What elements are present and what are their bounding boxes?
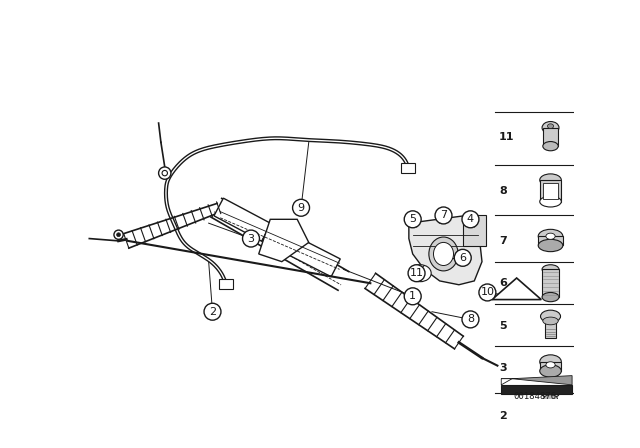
Ellipse shape xyxy=(543,395,557,403)
Text: 1: 1 xyxy=(409,291,416,302)
Circle shape xyxy=(404,288,421,305)
Circle shape xyxy=(462,211,479,228)
Ellipse shape xyxy=(410,265,431,282)
Text: 2: 2 xyxy=(499,411,507,421)
Ellipse shape xyxy=(540,196,561,207)
Circle shape xyxy=(292,199,310,216)
Circle shape xyxy=(114,230,123,239)
Ellipse shape xyxy=(538,229,563,243)
Ellipse shape xyxy=(540,174,561,186)
Ellipse shape xyxy=(538,239,563,252)
Circle shape xyxy=(479,284,496,301)
Ellipse shape xyxy=(546,233,555,239)
Bar xyxy=(219,280,232,289)
Ellipse shape xyxy=(542,121,559,134)
Bar xyxy=(543,128,558,146)
Circle shape xyxy=(243,230,259,247)
Ellipse shape xyxy=(543,317,558,325)
Text: 6: 6 xyxy=(499,278,507,288)
Polygon shape xyxy=(214,198,271,241)
Ellipse shape xyxy=(543,142,558,151)
Bar xyxy=(545,321,556,338)
Bar xyxy=(540,362,561,371)
Circle shape xyxy=(204,303,221,320)
Bar xyxy=(543,183,558,198)
Polygon shape xyxy=(501,375,572,385)
Text: 3: 3 xyxy=(499,363,507,373)
Text: 8: 8 xyxy=(499,186,507,196)
Text: 5: 5 xyxy=(409,214,416,224)
Text: 2: 2 xyxy=(209,307,216,317)
Ellipse shape xyxy=(546,362,555,368)
Ellipse shape xyxy=(542,265,559,274)
Ellipse shape xyxy=(547,124,554,129)
Bar xyxy=(463,215,486,246)
Circle shape xyxy=(454,250,471,266)
Bar xyxy=(538,236,563,246)
Ellipse shape xyxy=(429,237,458,271)
Polygon shape xyxy=(259,220,308,262)
Circle shape xyxy=(162,170,168,176)
Text: 4: 4 xyxy=(467,214,474,224)
Circle shape xyxy=(159,167,171,179)
Polygon shape xyxy=(492,278,541,300)
Text: 9: 9 xyxy=(298,203,305,213)
Polygon shape xyxy=(409,215,482,285)
Ellipse shape xyxy=(542,293,559,302)
Circle shape xyxy=(116,233,120,237)
Text: 11: 11 xyxy=(499,132,515,142)
Bar xyxy=(540,180,561,202)
Text: 11: 11 xyxy=(410,268,424,278)
Ellipse shape xyxy=(540,365,561,377)
Circle shape xyxy=(404,211,421,228)
Ellipse shape xyxy=(541,387,560,398)
Ellipse shape xyxy=(433,242,454,266)
Text: 6: 6 xyxy=(460,253,467,263)
Text: 7: 7 xyxy=(499,236,507,246)
Text: 3: 3 xyxy=(248,233,255,244)
Polygon shape xyxy=(262,224,340,277)
Ellipse shape xyxy=(540,355,561,369)
Text: 8: 8 xyxy=(467,314,474,324)
Text: 00184876: 00184876 xyxy=(513,392,556,401)
Circle shape xyxy=(408,265,425,282)
Bar xyxy=(542,269,559,297)
Polygon shape xyxy=(501,379,512,385)
Circle shape xyxy=(462,311,479,328)
Bar xyxy=(547,399,554,444)
Text: 10: 10 xyxy=(481,288,494,297)
Polygon shape xyxy=(501,385,572,394)
Text: 5: 5 xyxy=(499,321,507,331)
Text: 7: 7 xyxy=(440,211,447,220)
Bar xyxy=(401,163,415,173)
Ellipse shape xyxy=(541,310,561,323)
Circle shape xyxy=(435,207,452,224)
